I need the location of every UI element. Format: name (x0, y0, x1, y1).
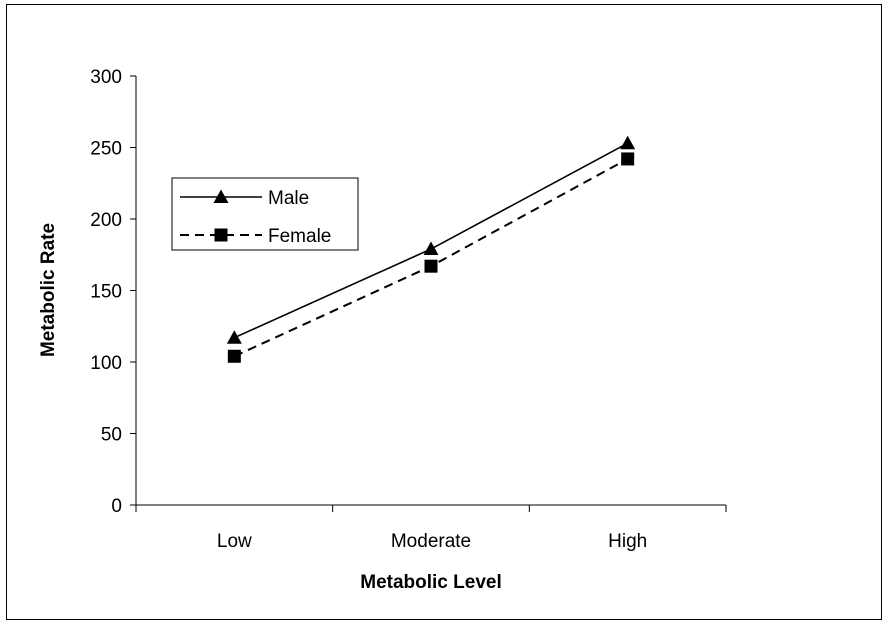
legend: Male Female (171, 177, 359, 251)
series-layer (226, 135, 636, 363)
data-point (424, 259, 438, 273)
legend-label: Male (268, 188, 309, 209)
y-tick-label: 250 (90, 139, 122, 160)
y-axis-title: Metabolic Rate (38, 223, 59, 357)
axes (135, 76, 726, 506)
y-ticks: 0 50 100 150 200 250 300 (90, 67, 136, 517)
y-tick-label: 0 (111, 496, 122, 517)
x-tick-label: Low (217, 531, 252, 552)
legend-label: Female (268, 226, 331, 247)
data-point (227, 349, 241, 363)
data-point (621, 152, 635, 166)
y-tick-label: 100 (90, 353, 122, 374)
data-point (620, 135, 636, 150)
y-tick-label: 300 (90, 67, 122, 88)
data-point (226, 330, 242, 344)
x-ticks: Low Moderate High (135, 505, 727, 552)
y-tick-label: 200 (90, 210, 122, 231)
chart-frame (6, 4, 882, 620)
series-male (226, 135, 636, 344)
x-axis-title: Metabolic Level (360, 572, 502, 593)
x-tick-label: High (608, 531, 647, 552)
x-tick-label: Moderate (391, 531, 471, 552)
legend-marker (213, 189, 229, 203)
y-tick-label: 150 (90, 282, 122, 303)
data-point (423, 241, 439, 256)
legend-box (171, 177, 359, 251)
y-tick-label: 50 (101, 425, 122, 446)
series-female (227, 152, 635, 363)
legend-marker (214, 228, 228, 242)
